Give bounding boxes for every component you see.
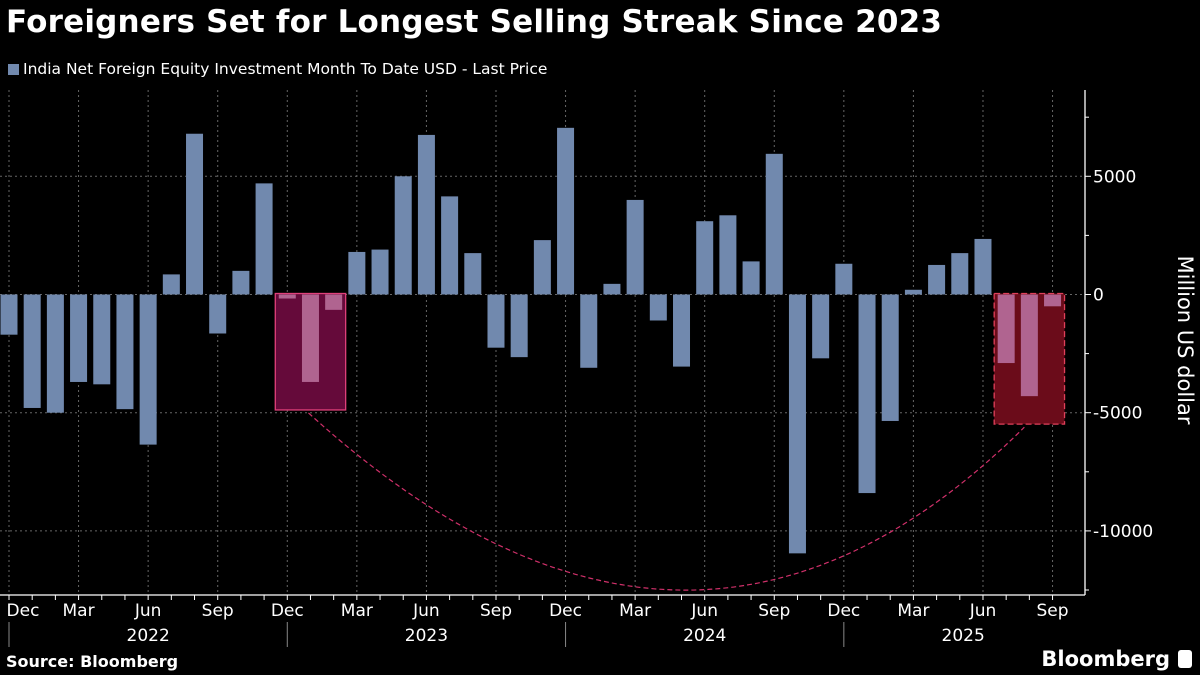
x-tick-label: Dec [271,601,304,621]
bar-2022-04 [93,294,111,385]
bar-2023-05 [394,176,412,295]
y-tick-label: -5000 [1093,404,1142,424]
x-tick-label: Mar [63,601,95,621]
x-year-label: 2024 [683,626,726,646]
bar-2024-04 [649,294,667,321]
bar-2023-08 [464,253,482,295]
x-tick-label: Sep [1037,601,1069,621]
bar-2022-03 [70,294,88,382]
connector-arc [308,412,1025,591]
bar-2023-11 [533,240,551,295]
bar-2023-03 [348,251,366,295]
x-tick-label: Dec [549,601,582,621]
bar-2021-12 [0,294,18,335]
bar-2022-02 [46,294,64,413]
bar-2024-02 [603,283,621,295]
bar-2025-01 [858,294,876,494]
bar-2024-03 [626,199,644,295]
x-tick-label: Jun [134,601,162,621]
bar-2024-07 [719,215,737,295]
x-tick-label: Sep [758,601,790,621]
bar-2022-10 [232,270,250,295]
legend-label: India Net Foreign Equity Investment Mont… [23,60,548,78]
x-tick-label: Sep [480,601,512,621]
chart-title: Foreigners Set for Longest Selling Strea… [6,4,943,40]
y-tick-label: 0 [1093,285,1104,305]
bar-2022-09 [209,294,227,334]
x-tick-label: Jun [969,601,997,621]
y-tick-label: -10000 [1093,522,1153,542]
bar-2025-02 [881,294,899,421]
bloomberg-chart-icon [1178,650,1192,668]
bar-2022-06 [139,294,157,445]
bar-2024-10 [788,294,806,554]
x-year-label: 2022 [127,626,170,646]
bar-2025-09 [1044,294,1062,307]
x-tick-label: Mar [619,601,651,621]
bar-2025-06 [974,238,992,295]
bloomberg-logo: Bloomberg [1041,647,1192,671]
bar-2023-04 [371,249,389,295]
bar-2024-06 [696,221,714,295]
y-tick-label: 5000 [1093,167,1136,187]
x-tick-label: Jun [412,601,440,621]
bar-2025-04 [928,264,946,295]
bar-2023-01 [301,294,319,382]
bar-2023-09 [487,294,505,348]
bar-2022-08 [186,133,204,295]
bar-2025-03 [904,289,922,295]
source-note: Source: Bloomberg [6,652,179,671]
x-tick-label: Mar [897,601,929,621]
bar-2024-01 [580,294,598,368]
bar-2025-08 [1020,294,1038,397]
bar-2023-06 [417,134,435,295]
x-tick-label: Dec [827,601,860,621]
bar-2024-05 [673,294,691,367]
bar-2023-10 [510,294,528,358]
y-axis-title: Million US dollar [1173,255,1197,424]
bar-2025-05 [951,253,969,295]
bar-2024-08 [742,261,760,295]
x-tick-label: Mar [341,601,373,621]
bar-2024-09 [765,153,783,295]
x-tick-label: Dec [7,601,40,621]
brand-text: Bloomberg [1041,647,1170,671]
x-tick-label: Sep [202,601,234,621]
x-year-label: 2025 [942,626,985,646]
bar-2022-05 [116,294,134,410]
bar-2024-11 [812,294,830,359]
bar-2022-07 [162,274,180,295]
x-year-label: 2023 [405,626,448,646]
bar-2022-01 [23,294,41,408]
x-tick-label: Jun [690,601,718,621]
bar-2023-02 [325,294,343,310]
legend-swatch [8,63,19,75]
bar-2025-07 [997,294,1015,364]
bar-2022-12 [278,294,296,299]
legend: India Net Foreign Equity Investment Mont… [8,60,547,78]
bar-2023-07 [441,196,459,295]
bar-2023-12 [557,127,575,295]
bar-2024-12 [835,263,853,295]
bar-2022-11 [255,183,273,295]
